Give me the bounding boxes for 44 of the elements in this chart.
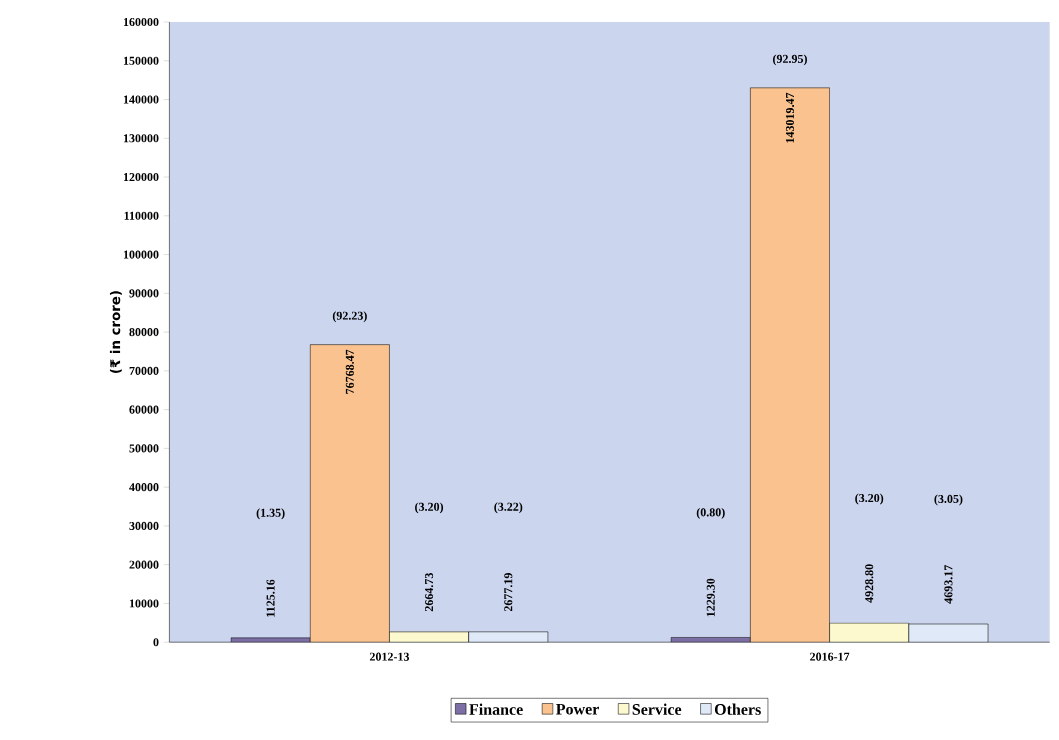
annotation: (92.23) bbox=[332, 311, 367, 323]
y-tick-label: 110000 bbox=[124, 211, 159, 220]
legend-label: Service bbox=[632, 703, 682, 715]
bar bbox=[829, 622, 910, 643]
y-tick-label: 100000 bbox=[123, 250, 159, 259]
bar bbox=[231, 637, 311, 643]
y-tick-label: 20000 bbox=[129, 560, 159, 569]
y-tick-label: 10000 bbox=[129, 599, 159, 608]
y-tick-label: 0 bbox=[153, 638, 159, 647]
x-tick-label: 2012-13 bbox=[369, 652, 410, 661]
bar bbox=[908, 623, 989, 643]
legend-label: Others bbox=[714, 703, 761, 715]
text: 4693.17 bbox=[944, 564, 953, 604]
y-tick-label: 80000 bbox=[129, 327, 159, 337]
y-tick-label: 120000 bbox=[123, 172, 159, 181]
legend-label: Finance bbox=[469, 703, 523, 715]
legend-label: Power bbox=[556, 703, 599, 715]
text: 143019.47 bbox=[785, 92, 795, 143]
annotation: (3.20) bbox=[855, 493, 884, 505]
annotation: (1.35) bbox=[256, 508, 285, 520]
annotation: (3.22) bbox=[494, 502, 523, 514]
y-tick-label: 130000 bbox=[123, 134, 159, 143]
y-tick-label: 30000 bbox=[129, 521, 159, 530]
y-tick-label: 150000 bbox=[123, 56, 159, 65]
text: 1125.16 bbox=[266, 579, 275, 617]
bar bbox=[468, 631, 548, 643]
annotation: (0.80) bbox=[696, 507, 725, 519]
y-tick-label: 60000 bbox=[129, 405, 159, 414]
annotation: (3.20) bbox=[415, 502, 444, 514]
y-tick-label: 160000 bbox=[123, 17, 159, 26]
y-tick-label: 50000 bbox=[129, 444, 159, 453]
annotation: (92.95) bbox=[773, 54, 807, 66]
y-tick-label: 140000 bbox=[123, 95, 159, 104]
text: 4928.80 bbox=[865, 564, 874, 603]
text: 2677.19 bbox=[504, 572, 513, 611]
y-tick-label: 40000 bbox=[129, 482, 159, 492]
y-axis-title: (₹ in crore) bbox=[109, 291, 122, 373]
y-tick-label: 70000 bbox=[129, 366, 159, 375]
text: 2664.73 bbox=[425, 572, 434, 612]
annotation: (3.05) bbox=[934, 494, 963, 506]
x-tick-label: 2016-17 bbox=[810, 652, 850, 661]
text: 1229.30 bbox=[706, 578, 715, 617]
y-tick-label: 90000 bbox=[129, 289, 159, 298]
text: 76768.47 bbox=[345, 349, 354, 394]
